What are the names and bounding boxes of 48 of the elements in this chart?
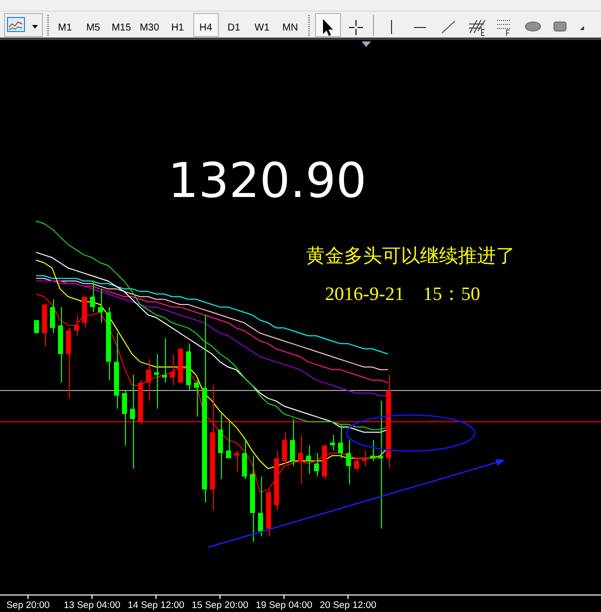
- candlestick: [258, 476, 263, 537]
- candlestick: [306, 444, 311, 474]
- text: M15: [112, 22, 132, 34]
- candlestick: [338, 424, 343, 459]
- candlestick: [378, 400, 383, 530]
- candlestick: [234, 450, 239, 472]
- candlestick: [130, 374, 135, 470]
- x-tick-label: 14 Sep 12:00: [128, 600, 184, 611]
- text: M30: [140, 22, 160, 34]
- candlestick: [194, 380, 199, 418]
- candlestick: [346, 440, 351, 485]
- candlestick: [34, 320, 39, 334]
- candlestick: [370, 440, 375, 462]
- candlestick: [162, 338, 167, 384]
- candlestick: [282, 432, 287, 464]
- x-tick-label: 15 Sep 20:00: [192, 600, 248, 611]
- candlestick: [66, 327, 71, 399]
- candlestick: [218, 413, 223, 480]
- candlestick: [50, 298, 55, 334]
- text: D1: [228, 22, 241, 34]
- candlestick: [242, 440, 247, 480]
- text: MN: [282, 22, 298, 34]
- candlestick: [226, 421, 231, 459]
- candlestick: [90, 280, 95, 313]
- candlestick: [122, 390, 127, 446]
- candlestick: [354, 458, 359, 472]
- candlestick: [290, 418, 295, 467]
- x-tick-label: 13 Sep 04:00: [64, 600, 120, 611]
- candlestick: [74, 314, 79, 336]
- candlestick: [146, 358, 151, 402]
- x-tick-label: Sep 20:00: [6, 600, 50, 611]
- text: M5: [86, 22, 101, 34]
- x-tick-label: 20 Sep 12:00: [320, 600, 376, 611]
- candlestick: [98, 288, 103, 324]
- chart-title: 黄金多头可以继续推进了: [306, 246, 515, 268]
- text: 1320.90: [168, 153, 366, 209]
- chart-subtitle: 2016-9-21 15：50: [325, 284, 480, 306]
- candlestick: [330, 434, 335, 451]
- text: W1: [254, 22, 270, 34]
- candlestick: [362, 450, 367, 467]
- candlestick: [154, 354, 159, 410]
- text: M1: [58, 22, 72, 34]
- candlestick: [298, 434, 303, 485]
- candlestick: [170, 354, 175, 386]
- text: H1: [171, 22, 184, 34]
- candlestick: [314, 452, 319, 478]
- x-tick-label: 19 Sep 04:00: [256, 600, 312, 611]
- text: H4: [199, 22, 213, 34]
